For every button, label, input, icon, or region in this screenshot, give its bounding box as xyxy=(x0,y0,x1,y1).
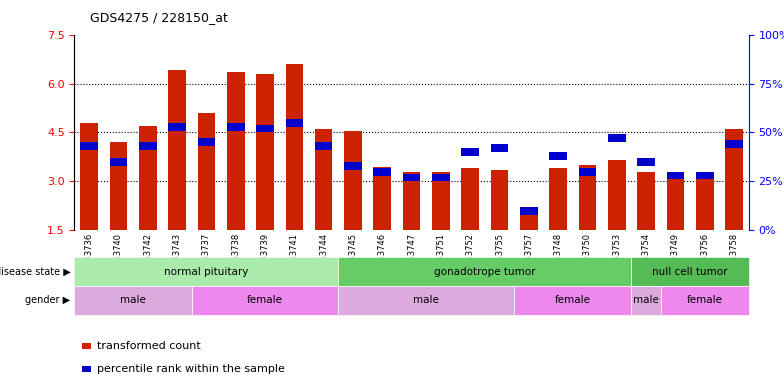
Bar xyxy=(256,125,274,132)
Bar xyxy=(227,123,245,131)
Text: gender ▶: gender ▶ xyxy=(25,295,71,306)
Bar xyxy=(373,168,391,175)
Text: gonadotrope tumor: gonadotrope tumor xyxy=(434,266,535,277)
Bar xyxy=(462,169,479,230)
Bar xyxy=(661,286,749,315)
Bar xyxy=(315,129,332,230)
Text: normal pituitary: normal pituitary xyxy=(164,266,249,277)
Bar xyxy=(192,286,339,315)
Text: male: male xyxy=(120,295,146,306)
Text: male: male xyxy=(413,295,439,306)
Bar xyxy=(432,174,450,182)
Bar xyxy=(169,71,186,230)
Bar xyxy=(74,286,192,315)
Bar xyxy=(344,162,361,170)
Bar xyxy=(285,119,303,127)
Bar xyxy=(491,170,508,230)
Bar xyxy=(344,131,361,230)
Bar xyxy=(696,172,713,230)
Bar xyxy=(631,286,661,315)
Bar xyxy=(631,257,749,286)
Bar xyxy=(339,286,514,315)
Bar xyxy=(373,167,391,230)
Bar xyxy=(198,113,215,230)
Bar xyxy=(139,142,157,150)
Bar xyxy=(462,148,479,156)
Bar xyxy=(80,142,98,150)
Bar xyxy=(80,123,98,230)
Bar xyxy=(403,174,420,182)
Text: null cell tumor: null cell tumor xyxy=(652,266,728,277)
Bar xyxy=(637,158,655,166)
Text: female: female xyxy=(687,295,723,306)
Bar xyxy=(491,144,508,152)
Text: female: female xyxy=(247,295,283,306)
Text: female: female xyxy=(555,295,591,306)
Text: disease state ▶: disease state ▶ xyxy=(0,266,71,277)
Text: male: male xyxy=(633,295,659,306)
Bar xyxy=(256,74,274,230)
Bar xyxy=(520,214,538,230)
Text: transformed count: transformed count xyxy=(97,341,201,351)
Bar xyxy=(608,160,626,230)
Bar xyxy=(579,165,597,230)
Bar xyxy=(666,173,684,230)
Bar xyxy=(169,123,186,131)
Text: percentile rank within the sample: percentile rank within the sample xyxy=(97,364,285,374)
Bar xyxy=(110,142,127,230)
Bar xyxy=(637,172,655,230)
Bar xyxy=(198,138,215,146)
Bar xyxy=(315,142,332,150)
Bar xyxy=(139,126,157,230)
Bar xyxy=(608,134,626,142)
Bar xyxy=(666,172,684,179)
Bar xyxy=(550,169,567,230)
Bar xyxy=(725,129,743,230)
Bar xyxy=(227,72,245,230)
Bar xyxy=(432,172,450,230)
Bar xyxy=(579,168,597,175)
Bar xyxy=(339,257,631,286)
Bar xyxy=(520,207,538,215)
Bar xyxy=(514,286,631,315)
Bar xyxy=(110,158,127,166)
Bar xyxy=(725,140,743,148)
Bar xyxy=(403,172,420,230)
Bar xyxy=(696,172,713,179)
Bar xyxy=(550,152,567,160)
Text: GDS4275 / 228150_at: GDS4275 / 228150_at xyxy=(90,12,228,25)
Bar xyxy=(285,64,303,230)
Bar xyxy=(74,257,339,286)
